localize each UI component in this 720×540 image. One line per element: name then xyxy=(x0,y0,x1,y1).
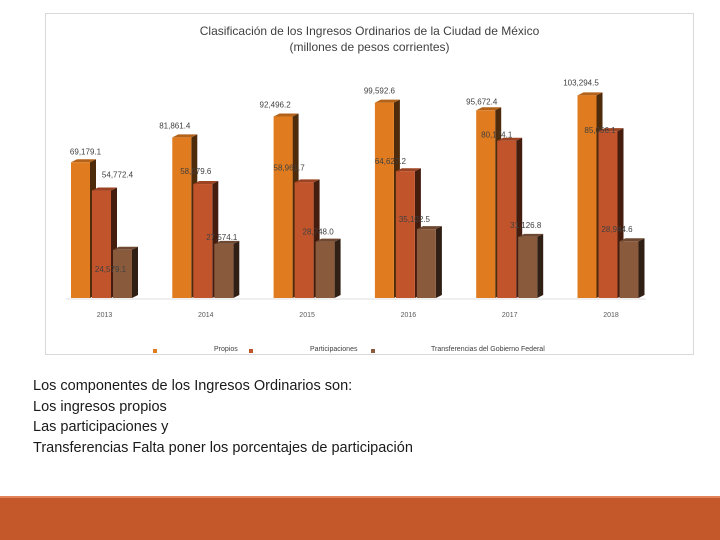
bar xyxy=(497,140,517,298)
x-tick-label: 2017 xyxy=(502,312,518,319)
bar-top xyxy=(518,233,544,237)
bar xyxy=(172,137,192,298)
bar xyxy=(598,131,618,298)
bar-top xyxy=(374,99,400,103)
bar xyxy=(193,184,213,298)
bar xyxy=(374,102,394,299)
bar-top xyxy=(92,187,117,191)
bar xyxy=(92,190,111,298)
body-line: Transferencias Falta poner los porcentaj… xyxy=(33,439,413,456)
data-label: 35,102.5 xyxy=(399,215,431,224)
bar xyxy=(416,229,436,298)
body-line: Los ingresos propios xyxy=(33,398,167,415)
body-line: Los componentes de los Ingresos Ordinari… xyxy=(33,378,353,394)
data-label: 85,056.1 xyxy=(584,126,616,135)
bar-side xyxy=(334,238,341,298)
chart-title: Clasificación de los Ingresos Ordinarios… xyxy=(199,24,540,38)
chart-plot: 69,179.1 54,772.4 24,579.1 2013 81,861.4 58,0… xyxy=(66,78,646,319)
legend-swatch-participaciones xyxy=(249,349,253,353)
x-tick-label: 2013 xyxy=(97,312,113,319)
bar-top xyxy=(273,113,299,117)
bar-top xyxy=(395,168,421,172)
bar-top xyxy=(598,128,624,132)
data-label: 54,772.4 xyxy=(102,171,134,180)
data-label: 92,496.2 xyxy=(260,101,292,110)
bar-top xyxy=(172,134,198,138)
bar xyxy=(113,249,132,298)
bar-top xyxy=(315,238,341,242)
data-label: 28,748.0 xyxy=(303,228,335,237)
data-label: 99,592.6 xyxy=(364,87,396,96)
bar-top xyxy=(71,159,96,163)
bar-top xyxy=(113,246,138,250)
x-tick-label: 2015 xyxy=(299,312,315,319)
bar-side xyxy=(638,238,645,298)
footer-accent-line xyxy=(0,496,720,498)
bar xyxy=(294,182,314,298)
legend-label-propios: Propios xyxy=(214,346,238,353)
chart-legend: Propios Participaciones Transferencias d… xyxy=(46,344,695,362)
bar xyxy=(518,236,538,298)
bar-top xyxy=(619,238,645,242)
data-label: 58,079.6 xyxy=(180,167,212,176)
data-label: 31,126.8 xyxy=(510,221,542,230)
bar-side xyxy=(537,233,544,298)
legend-swatch-transferencias xyxy=(371,349,375,353)
footer-band xyxy=(0,496,720,540)
bar-side xyxy=(435,226,442,298)
bar-top xyxy=(214,240,240,244)
bar xyxy=(577,95,597,298)
bar-top xyxy=(294,179,320,183)
bar xyxy=(71,162,90,298)
x-tick-label: 2016 xyxy=(401,312,417,319)
bar xyxy=(619,241,639,298)
bar-side xyxy=(233,240,240,298)
bar-top xyxy=(497,137,523,141)
bar-top xyxy=(416,226,442,230)
chart-frame: Clasificación de los Ingresos Ordinarios… xyxy=(45,13,694,355)
data-label: 95,672.4 xyxy=(466,97,498,106)
bar xyxy=(476,110,496,298)
x-tick-label: 2014 xyxy=(198,312,214,319)
bar xyxy=(214,243,234,298)
legend-swatch-propios xyxy=(153,349,157,353)
bar xyxy=(395,171,415,298)
bar-side xyxy=(132,246,138,298)
bar-top xyxy=(476,107,502,111)
data-label: 28,944.6 xyxy=(601,225,633,234)
data-label: 64,627.2 xyxy=(375,157,407,166)
data-label: 24,579.1 xyxy=(95,265,127,274)
bar-top xyxy=(577,92,603,96)
legend-label-transferencias: Transferencias del Gobierno Federal xyxy=(431,346,545,353)
bar xyxy=(315,241,335,298)
chart-subtitle: (millones de pesos corrientes) xyxy=(289,40,450,54)
data-label: 69,179.1 xyxy=(70,147,102,156)
body-text: Los componentes de los Ingresos Ordinari… xyxy=(33,376,673,458)
bar-top xyxy=(193,181,219,185)
bar xyxy=(273,116,293,298)
legend-label-participaciones: Participaciones xyxy=(310,346,358,353)
data-label: 81,861.4 xyxy=(159,121,191,130)
data-label: 103,294.5 xyxy=(563,78,599,87)
data-label: 80,174.1 xyxy=(481,131,513,140)
data-label: 27,574.1 xyxy=(206,233,238,242)
x-tick-label: 2018 xyxy=(603,312,619,319)
body-line: Las participaciones y xyxy=(33,419,169,435)
data-label: 58,961.7 xyxy=(274,163,306,172)
